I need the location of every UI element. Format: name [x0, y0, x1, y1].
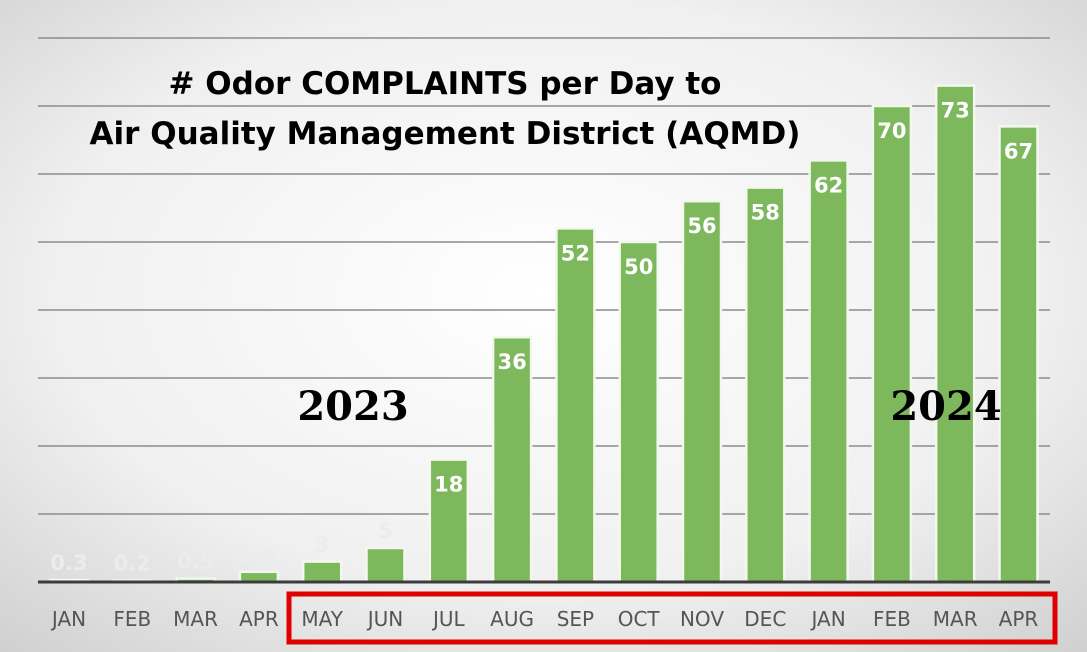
- x-axis-ticks: JAN FEB MAR APR MAY JUN JUL AUG SEP OCT NOV DEC JAN F…: [50, 607, 1039, 631]
- data-label: 70: [877, 119, 906, 143]
- x-tick-label: SEP: [557, 607, 594, 631]
- data-label: 1.5: [240, 543, 277, 567]
- bar-jul-6: [428, 458, 470, 584]
- x-tick-label: NOV: [680, 607, 724, 631]
- bar-jun-5: [365, 546, 406, 584]
- bar-feb-13: [871, 104, 913, 584]
- bar-apr-3: [238, 570, 280, 584]
- x-tick-label: OCT: [618, 607, 661, 631]
- data-label: 52: [561, 241, 590, 265]
- data-label: 5: [378, 519, 393, 543]
- bar-mar-14: [934, 84, 976, 584]
- data-label: 62: [814, 173, 843, 197]
- data-labels: 0.3 0.2 0.5 1.5 3 5 18 36 52 50 56 58 62 70 73 67: [50, 99, 1033, 576]
- x-tick-label: JUL: [431, 607, 466, 631]
- data-label: 36: [497, 350, 526, 374]
- x-tick-label: MAR: [173, 607, 218, 631]
- data-label: 3: [315, 533, 330, 557]
- bar-sep-8: [555, 227, 596, 584]
- bar-may-4: [301, 560, 343, 584]
- data-label: 18: [434, 473, 463, 497]
- x-tick-label: APR: [999, 607, 1039, 631]
- bar-apr-15: [998, 125, 1039, 584]
- bar-nov-10: [681, 199, 723, 584]
- data-label: 56: [687, 214, 716, 238]
- x-tick-label: JUN: [366, 607, 404, 631]
- data-label: 73: [941, 99, 970, 123]
- data-label: 0.5: [177, 550, 214, 574]
- x-tick-label: JAN: [50, 607, 86, 631]
- highlight-box: [286, 591, 1058, 645]
- bar-jan-12: [808, 159, 849, 584]
- year-label-2024: 2024: [890, 383, 1001, 430]
- chart-title-line-2: Air Quality Management District (AQMD): [90, 116, 801, 152]
- x-tick-label: JAN: [809, 607, 845, 631]
- x-tick-label: DEC: [744, 607, 786, 631]
- data-label: 67: [1004, 139, 1033, 163]
- x-tick-label: FEB: [873, 607, 911, 631]
- data-label: 58: [751, 201, 780, 225]
- bar-oct-9: [618, 240, 659, 584]
- data-label: 0.2: [114, 552, 151, 576]
- x-tick-label: FEB: [113, 607, 151, 631]
- x-tick-label: MAY: [301, 607, 343, 631]
- x-tick-label: APR: [239, 607, 279, 631]
- x-tick-label: AUG: [490, 607, 534, 631]
- data-label: 0.3: [50, 551, 87, 575]
- chart-title-line-1: # Odor COMPLAINTS per Day to: [169, 66, 722, 102]
- year-label-2023: 2023: [297, 383, 408, 430]
- data-label: 50: [624, 255, 653, 279]
- bar-dec-11: [745, 186, 786, 584]
- x-tick-label: MAR: [933, 607, 978, 631]
